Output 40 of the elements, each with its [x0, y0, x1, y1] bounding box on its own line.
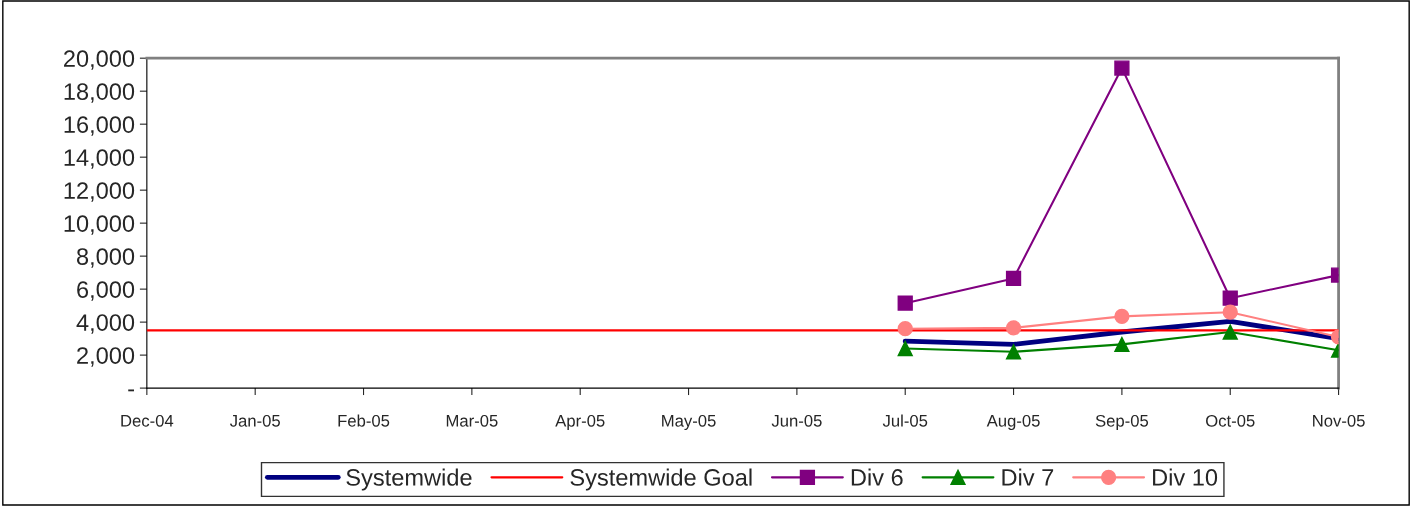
point — [1005, 320, 1022, 336]
point — [1114, 308, 1130, 324]
x-tick-label: Apr-05 — [555, 414, 605, 431]
y-tick-label: 16,000 — [64, 116, 135, 136]
y-tick-label: - — [128, 389, 134, 392]
point — [1005, 270, 1022, 287]
point — [897, 295, 913, 311]
x-tick-label: May-05 — [662, 414, 716, 431]
y-tick-label: 18,000 — [64, 83, 135, 103]
legend-label: Div 10 — [1153, 468, 1218, 486]
x-tick-label: Jun-05 — [771, 414, 822, 427]
legend-label: Systemwide Goal — [570, 468, 752, 491]
x-tick-label: Mar-05 — [446, 414, 498, 427]
y-tick-label: 4,000 — [76, 314, 135, 334]
x-tick-label: Oct-05 — [1206, 414, 1255, 427]
x-tick-label: Sep-05 — [1095, 414, 1149, 431]
x-tick-label: Jan-05 — [229, 414, 280, 427]
point — [1222, 324, 1238, 340]
point — [1114, 60, 1130, 76]
y-tick-label: 2,000 — [77, 347, 135, 367]
x-tick-label: Aug-05 — [986, 414, 1040, 431]
y-tick-label: 6,000 — [77, 281, 135, 301]
point — [1222, 290, 1238, 306]
x-tick-label: Dec-04 — [121, 414, 174, 427]
point — [1005, 344, 1022, 360]
legend-label: Systemwide — [346, 468, 472, 491]
x-tick-label: Nov-05 — [1313, 414, 1365, 427]
x-tick-label: Jul-05 — [882, 414, 928, 427]
point — [897, 340, 913, 357]
point — [1222, 304, 1238, 320]
y-tick-label: 10,000 — [64, 215, 135, 235]
y-tick-label: 20,000 — [64, 50, 135, 70]
legend-label: Div 7 — [1002, 468, 1054, 486]
point — [1114, 336, 1130, 353]
y-tick-label: 14,000 — [64, 149, 135, 169]
point — [897, 321, 913, 337]
y-tick-label: 12,000 — [64, 182, 135, 202]
y-tick-label: 8,000 — [76, 248, 135, 268]
x-tick-label: Feb-05 — [338, 414, 390, 427]
legend-label: Div 6 — [851, 468, 903, 486]
